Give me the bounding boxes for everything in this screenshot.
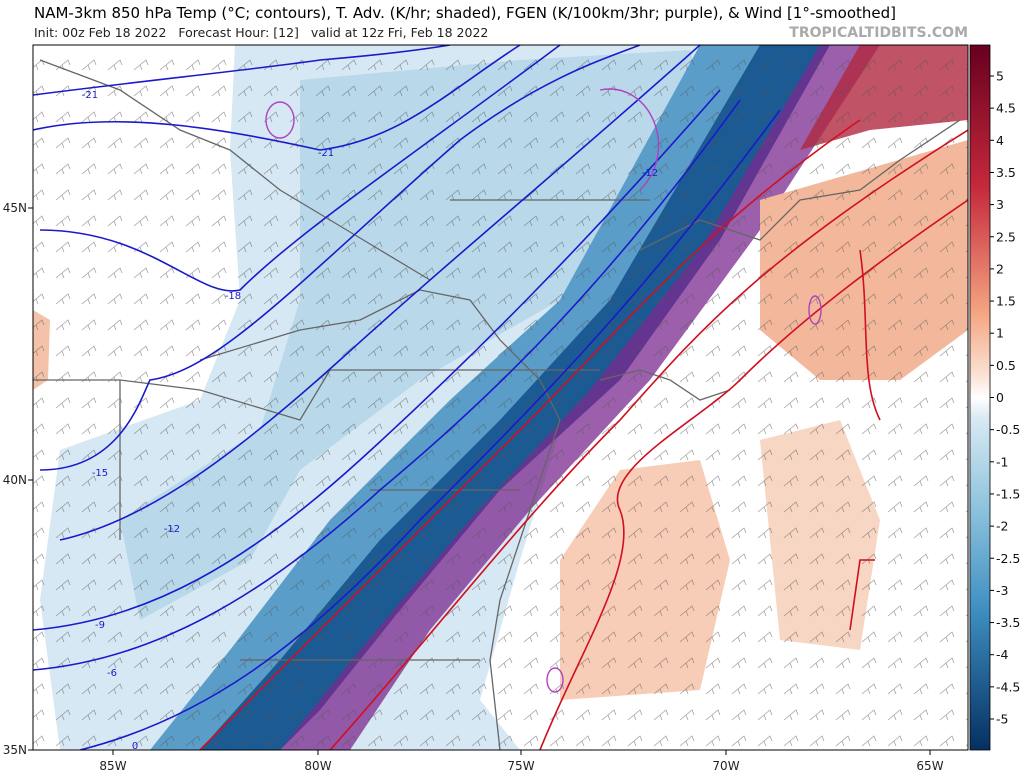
colorbar-label: 1: [996, 326, 1004, 341]
colorbar-label: 3: [996, 197, 1004, 212]
colorbar-label: 1.5: [996, 294, 1016, 309]
map-frame: [32, 44, 969, 751]
colorbar-label: -2.5: [996, 551, 1020, 566]
contour-label: -21: [318, 148, 334, 159]
lat-labels: 45N 40N 35N: [3, 201, 33, 757]
lon-label: 85W: [99, 759, 126, 773]
colorbar-label: -3: [996, 583, 1008, 598]
lat-label: 45N: [3, 201, 27, 215]
contour-label: -15: [92, 468, 108, 479]
contour-label: -6: [107, 668, 117, 679]
colorbar-label: 0: [996, 390, 1004, 405]
contour-label: -12: [164, 524, 180, 535]
colorbar-label: -1: [996, 454, 1008, 469]
colorbar-label: -4.5: [996, 679, 1020, 694]
watermark: TROPICALTIDBITS.COM: [789, 25, 968, 41]
init-line: Init: 00z Feb 18 2022 Forecast Hour: [12…: [34, 25, 488, 40]
contour-label: -18: [225, 291, 241, 302]
contour-label: -12: [642, 168, 658, 179]
colorbar: [969, 44, 991, 751]
lon-label: 65W: [916, 759, 943, 773]
lat-label: 40N: [3, 473, 27, 487]
colorbar-label: 4.5: [996, 101, 1016, 116]
colorbar-label: 0.5: [996, 358, 1016, 373]
colorbar-label: 5: [996, 69, 1004, 84]
lon-label: 70W: [712, 759, 739, 773]
colorbar-label: 2.5: [996, 229, 1016, 244]
contour-label: 0: [132, 741, 138, 752]
colorbar-label: 3.5: [996, 165, 1016, 180]
colorbar-label: -2: [996, 519, 1008, 534]
colorbar-label: -1.5: [996, 486, 1020, 501]
map: -21 -21 -18 -15 -12 -12 -9 -6 0: [33, 45, 968, 752]
lat-label: 35N: [3, 743, 27, 757]
colorbar-label: 2: [996, 261, 1004, 276]
colorbar-label: 4: [996, 133, 1004, 148]
colorbar-label: -5: [996, 712, 1008, 727]
contour-label: -9: [95, 620, 105, 631]
colorbar-label: -3.5: [996, 615, 1020, 630]
colorbar-ticks: 5 4.5 4 3.5 3 2.5 2 1.5 1 0.5 0 -0.5 -1 -1.5 -2 -2.5 -3 -…: [990, 69, 1020, 727]
colorbar-label: -0.5: [996, 422, 1020, 437]
contour-label: -21: [82, 90, 98, 101]
lon-labels: 85W 80W 75W 70W 65W: [99, 750, 944, 773]
lon-label: 80W: [304, 759, 331, 773]
colorbar-label: -4: [996, 647, 1009, 662]
lon-label: 75W: [507, 759, 534, 773]
title: NAM-3km 850 hPa Temp (°C; contours), T. …: [34, 4, 896, 22]
